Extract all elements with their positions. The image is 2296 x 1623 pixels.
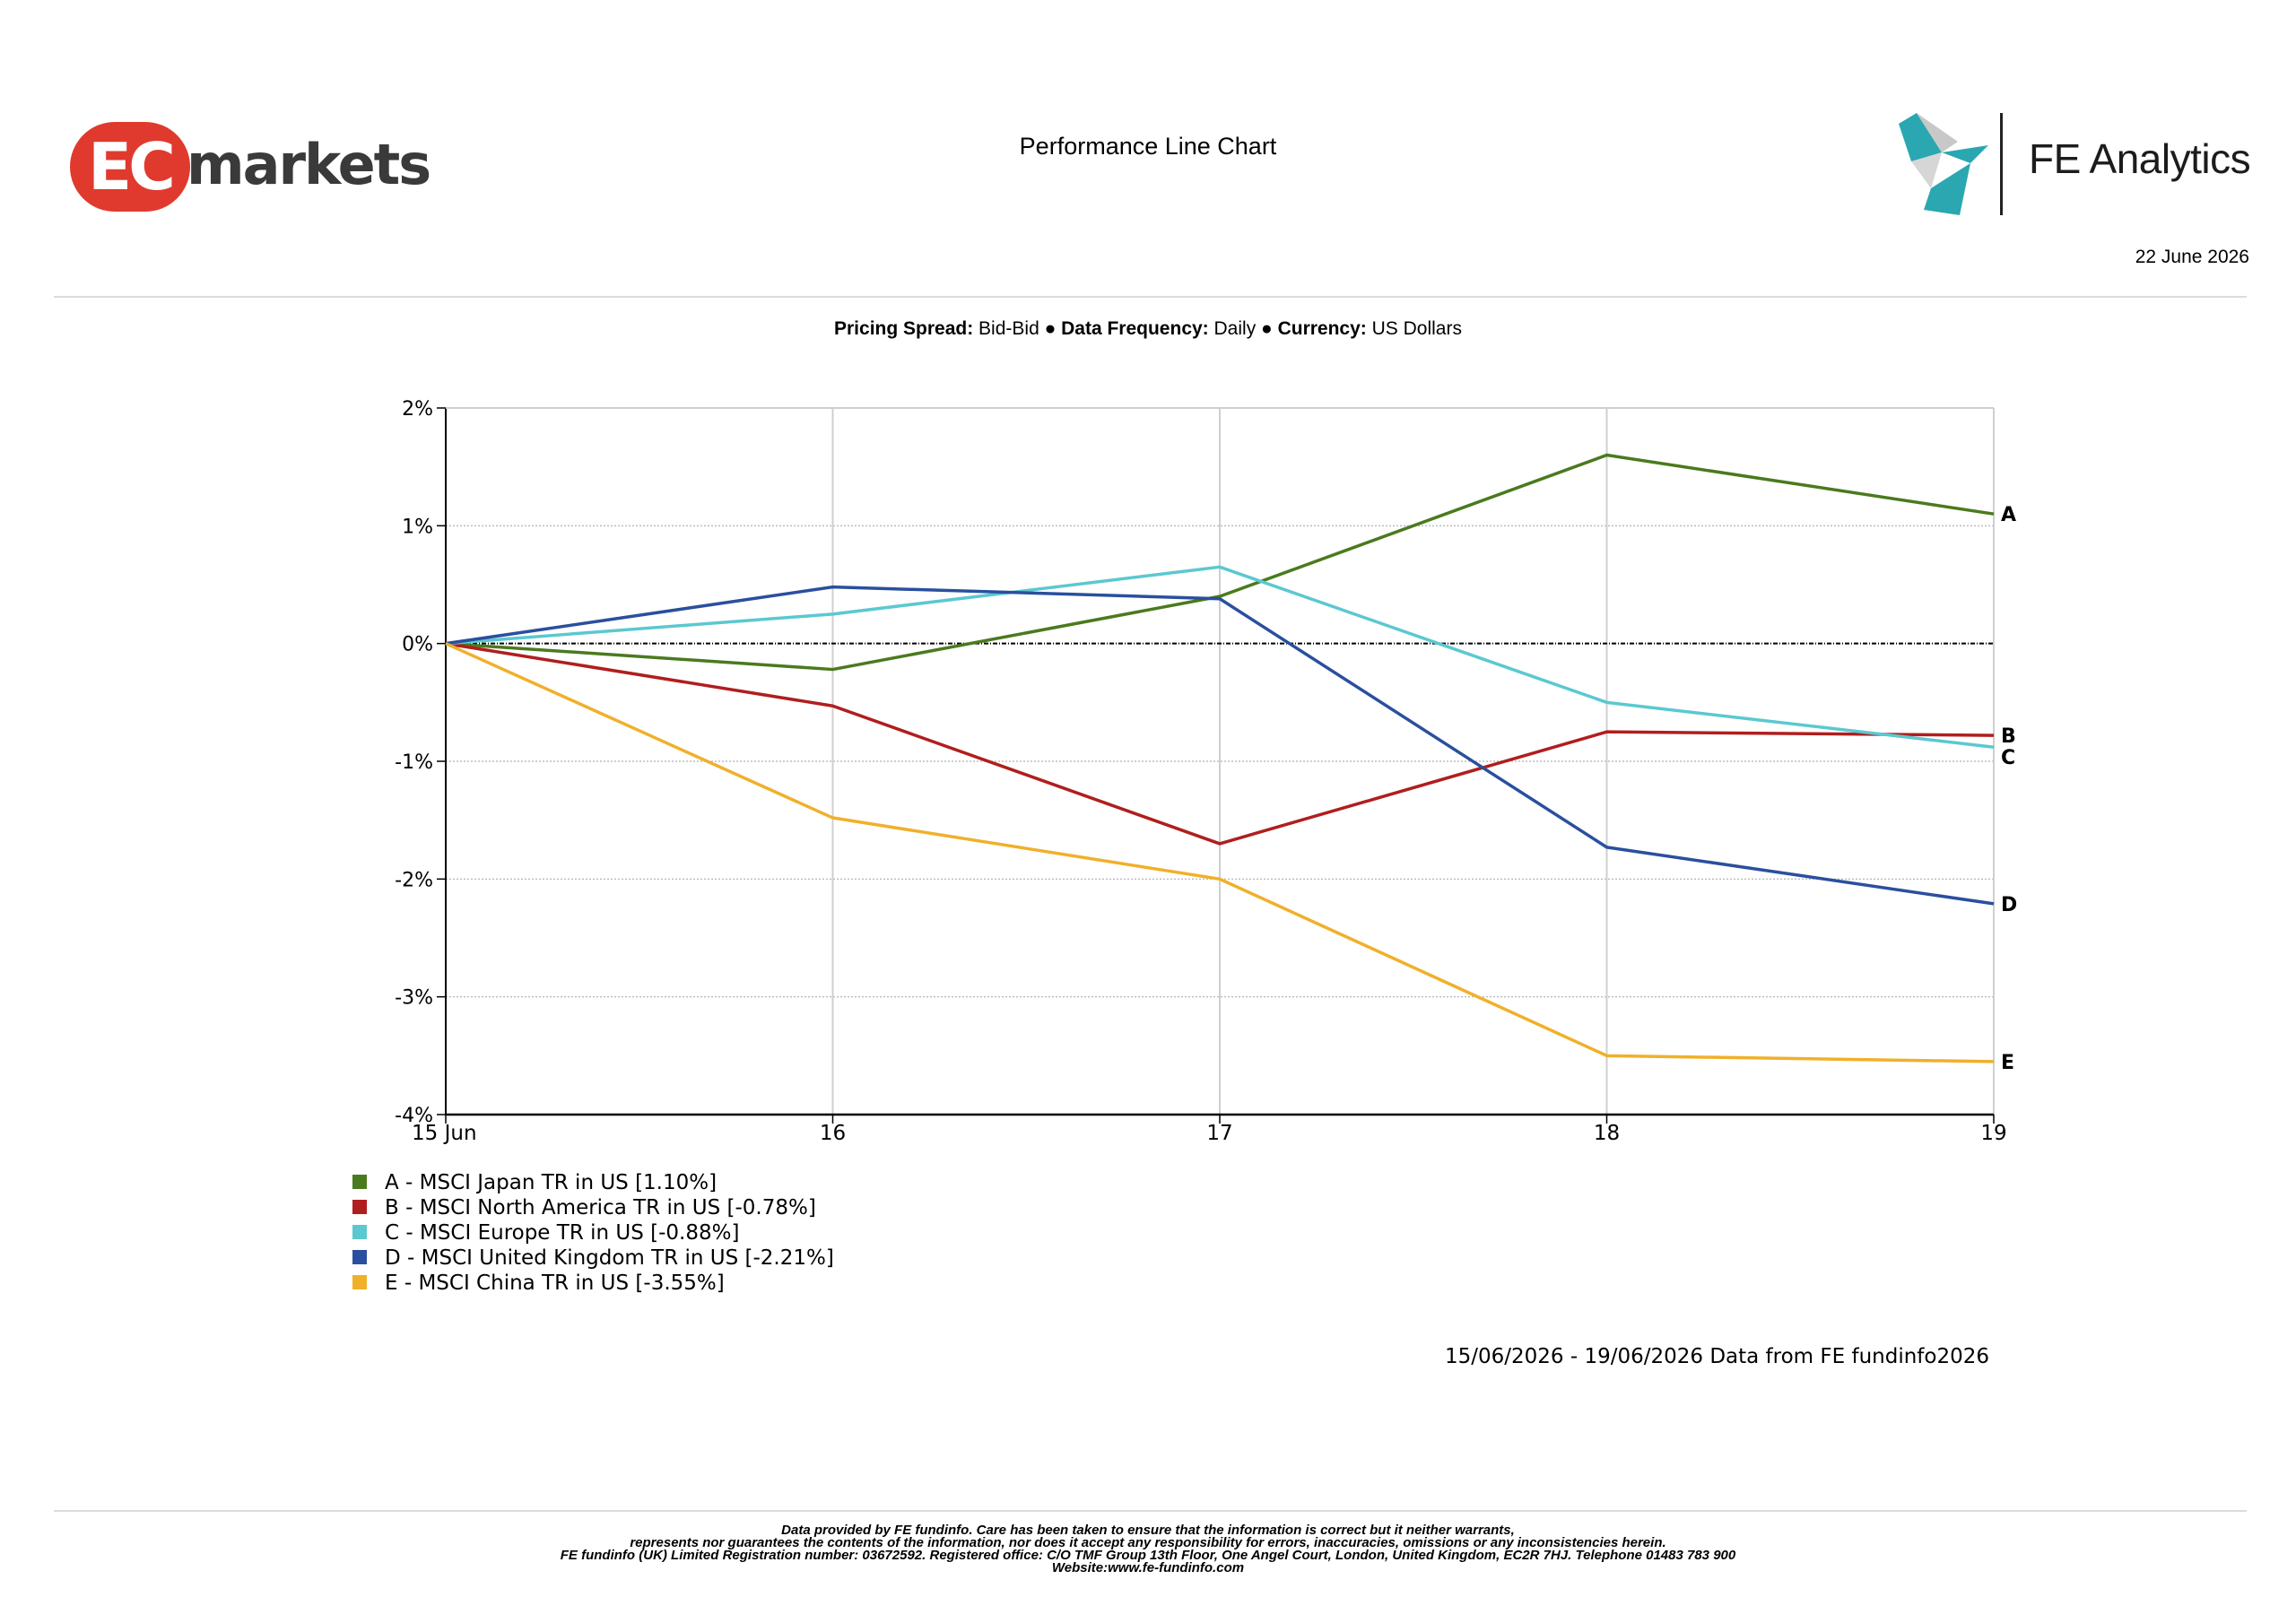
series-line-e <box>445 642 1995 1063</box>
frequency-label: Data Frequency: <box>1061 318 1209 339</box>
frequency-value: Daily <box>1213 318 1257 339</box>
currency-label: Currency: <box>1277 318 1367 339</box>
chart-settings: Pricing Spread: Bid-Bid ● Data Frequency… <box>0 318 2296 340</box>
series-line-a <box>445 453 1995 672</box>
y-tick-label: 1% <box>402 516 433 538</box>
data-source-note: 15/06/2026 - 19/06/2026 Data from FE fun… <box>1444 1345 1989 1368</box>
spread-label: Pricing Spread: <box>834 318 974 339</box>
x-tick-label: 19 <box>1980 1122 2006 1145</box>
y-tick-label: -1% <box>395 751 433 774</box>
legend-label: D - MSCI United Kingdom TR in US [-2.21%… <box>385 1246 834 1270</box>
y-tick-label: -2% <box>395 869 433 891</box>
y-tick-label: -4% <box>395 1105 433 1127</box>
y-tick-label: -3% <box>395 987 433 1010</box>
y-tick-label: 2% <box>402 398 433 421</box>
y-axis-tick-labels: 2% 1% 0% -1% -2% -3% -4% <box>395 398 433 1127</box>
end-label-e: E <box>2001 1052 2014 1074</box>
legend-swatch <box>352 1175 367 1189</box>
end-label-b: B <box>2001 725 2016 748</box>
x-tick-label: 15 Jun <box>412 1122 477 1145</box>
x-tick-label: 16 <box>820 1122 846 1145</box>
x-gridlines <box>831 408 1995 1115</box>
separator-dot: ● <box>1044 318 1057 339</box>
legend-label: E - MSCI China TR in US [-3.55%] <box>385 1271 725 1295</box>
series-lines <box>445 453 1995 1063</box>
legend-swatch <box>352 1225 367 1239</box>
chart-axes <box>437 407 1995 1124</box>
legend-swatch <box>352 1200 367 1214</box>
fe-analytics-logo-icon <box>1899 113 1988 215</box>
y-tick-label: 0% <box>402 634 433 656</box>
header-divider <box>54 296 2247 298</box>
x-tick-label: 17 <box>1206 1122 1232 1145</box>
disclaimer: Data provided by FE fundinfo. Care has b… <box>0 1523 2296 1575</box>
report-title: Performance Line Chart <box>1019 133 1277 160</box>
end-label-d: D <box>2001 894 2017 916</box>
x-axis-tick-labels: 15 Jun 16 17 18 19 <box>412 1122 2007 1145</box>
end-label-a: A <box>2001 504 2016 526</box>
series-end-labels: A BC D E <box>2001 504 2017 1074</box>
series-line-d <box>445 585 1995 906</box>
disclaimer-line: represents nor guarantees the contents o… <box>630 1535 1666 1550</box>
x-tick-label: 18 <box>1594 1122 1620 1145</box>
series-line-b <box>445 641 1995 846</box>
disclaimer-line: Data provided by FE fundinfo. Care has b… <box>781 1523 1515 1538</box>
legend-label: B - MSCI North America TR in US [-0.78%] <box>385 1196 816 1219</box>
disclaimer-line: FE fundinfo (UK) Limited Registration nu… <box>560 1548 1736 1563</box>
end-label-c: C <box>2001 747 2015 769</box>
report-date: 22 June 2026 <box>2135 247 2249 267</box>
fe-analytics-wordmark: FE Analytics <box>2029 135 2251 182</box>
currency-value: US Dollars <box>1371 318 1462 339</box>
ec-markets-logo: EC markets <box>70 115 431 213</box>
footer-divider <box>54 1510 2247 1512</box>
ec-logo-badge <box>70 122 190 212</box>
legend-label: C - MSCI Europe TR in US [-0.88%] <box>385 1221 740 1245</box>
ec-logo-wordmark: markets <box>187 132 431 197</box>
series-line-c <box>445 565 1995 749</box>
ec-logo-initials: EC <box>87 129 176 204</box>
legend-label: A - MSCI Japan TR in US [1.10%] <box>385 1171 718 1194</box>
logo-divider <box>2000 113 2003 215</box>
spread-value: Bid-Bid <box>978 318 1039 339</box>
separator-dot: ● <box>1261 318 1273 339</box>
legend-swatch <box>352 1275 367 1289</box>
disclaimer-line: Website:www.fe-fundinfo.com <box>1051 1560 1245 1575</box>
legend-swatch <box>352 1250 367 1264</box>
